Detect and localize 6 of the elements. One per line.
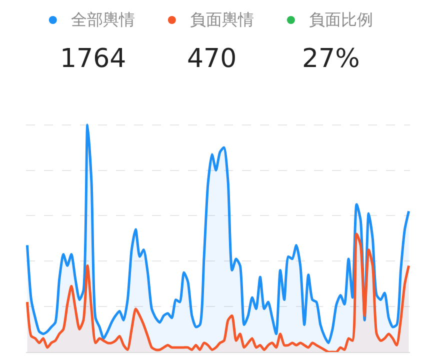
legend-label: 負面比例 <box>309 10 373 29</box>
text: 470 <box>187 44 237 74</box>
text: 27% <box>302 44 360 74</box>
legend-label: 負面輿情 <box>190 10 254 29</box>
text: 1764 <box>60 44 126 74</box>
legend-label: 全部輿情 <box>71 10 135 29</box>
